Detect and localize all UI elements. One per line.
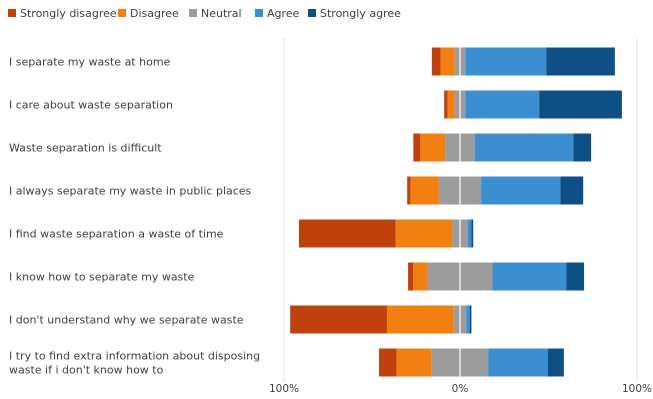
category-label-3: Waste separation is difficult bbox=[9, 142, 162, 155]
gridlines bbox=[283, 38, 638, 382]
bar-agree-row-5 bbox=[467, 219, 472, 248]
bar-disagree-row-4 bbox=[410, 176, 439, 205]
bar-strongly-disagree-row-8 bbox=[379, 348, 397, 377]
bar-strongly-disagree-row-4 bbox=[407, 176, 411, 205]
bar-disagree-row-8 bbox=[396, 348, 432, 377]
bar-strongly-agree-row-5 bbox=[471, 219, 474, 248]
x-tick-label-1: 100% bbox=[269, 383, 299, 395]
x-tick-label-2: 0% bbox=[452, 383, 469, 395]
bar-strongly-agree-row-2 bbox=[539, 90, 622, 119]
bar-agree-row-6 bbox=[492, 262, 567, 291]
bar-strongly-disagree-row-1 bbox=[431, 47, 441, 76]
category-label-8: I try to find extra information about di… bbox=[9, 350, 260, 377]
bar-disagree-row-2 bbox=[447, 90, 455, 119]
legend-label-strongly-disagree: Strongly disagree bbox=[20, 7, 117, 20]
bar-strongly-agree-row-6 bbox=[566, 262, 585, 291]
bar-strongly-disagree-row-6 bbox=[408, 262, 414, 291]
legend-swatch-strongly-agree bbox=[308, 9, 316, 17]
bar-strongly-disagree-row-5 bbox=[298, 219, 396, 248]
bar-strongly-agree-row-4 bbox=[560, 176, 584, 205]
bar-agree-row-2 bbox=[465, 90, 540, 119]
bar-disagree-row-7 bbox=[386, 305, 454, 334]
bar-strongly-disagree-row-7 bbox=[290, 305, 387, 334]
legend-label-neutral: Neutral bbox=[201, 7, 242, 20]
bar-disagree-row-6 bbox=[413, 262, 428, 291]
bar-strongly-disagree-row-2 bbox=[444, 90, 448, 119]
legend-label-agree: Agree bbox=[267, 7, 300, 20]
category-label-6: I know how to separate my waste bbox=[9, 271, 195, 284]
x-axis-ticks: 100% 0% 100% bbox=[269, 383, 652, 395]
bar-agree-row-7 bbox=[466, 305, 470, 334]
legend-label-strongly-agree: Strongly agree bbox=[320, 7, 401, 20]
category-label-4: I always separate my waste in public pla… bbox=[9, 185, 252, 198]
bar-strongly-agree-row-1 bbox=[546, 47, 615, 76]
category-labels: I separate my waste at home I care about … bbox=[9, 56, 260, 377]
bar-disagree-row-5 bbox=[395, 219, 453, 248]
legend-swatch-agree bbox=[255, 9, 263, 17]
bar-strongly-agree-row-3 bbox=[573, 133, 592, 162]
legend: Strongly disagree Disagree Neutral Agree Str… bbox=[8, 7, 401, 20]
bar-agree-row-8 bbox=[488, 348, 548, 377]
bar-disagree-row-1 bbox=[440, 47, 455, 76]
x-tick-label-3: 100% bbox=[622, 383, 652, 395]
bars bbox=[290, 47, 622, 377]
legend-swatch-disagree bbox=[118, 9, 126, 17]
category-label-5: I find waste separation a waste of time bbox=[9, 228, 224, 241]
bar-strongly-agree-row-8 bbox=[548, 348, 564, 377]
bar-strongly-disagree-row-3 bbox=[413, 133, 421, 162]
bar-agree-row-3 bbox=[474, 133, 574, 162]
legend-swatch-neutral bbox=[189, 9, 197, 17]
bar-strongly-agree-row-7 bbox=[469, 305, 472, 334]
bar-agree-row-4 bbox=[481, 176, 561, 205]
legend-label-disagree: Disagree bbox=[130, 7, 179, 20]
category-label-7: I don't understand why we separate waste bbox=[9, 314, 244, 327]
category-label-1: I separate my waste at home bbox=[9, 56, 171, 69]
bar-agree-row-1 bbox=[465, 47, 547, 76]
legend-swatch-strongly-disagree bbox=[8, 9, 16, 17]
category-label-2: I care about waste separation bbox=[9, 99, 173, 112]
bar-disagree-row-3 bbox=[420, 133, 446, 162]
